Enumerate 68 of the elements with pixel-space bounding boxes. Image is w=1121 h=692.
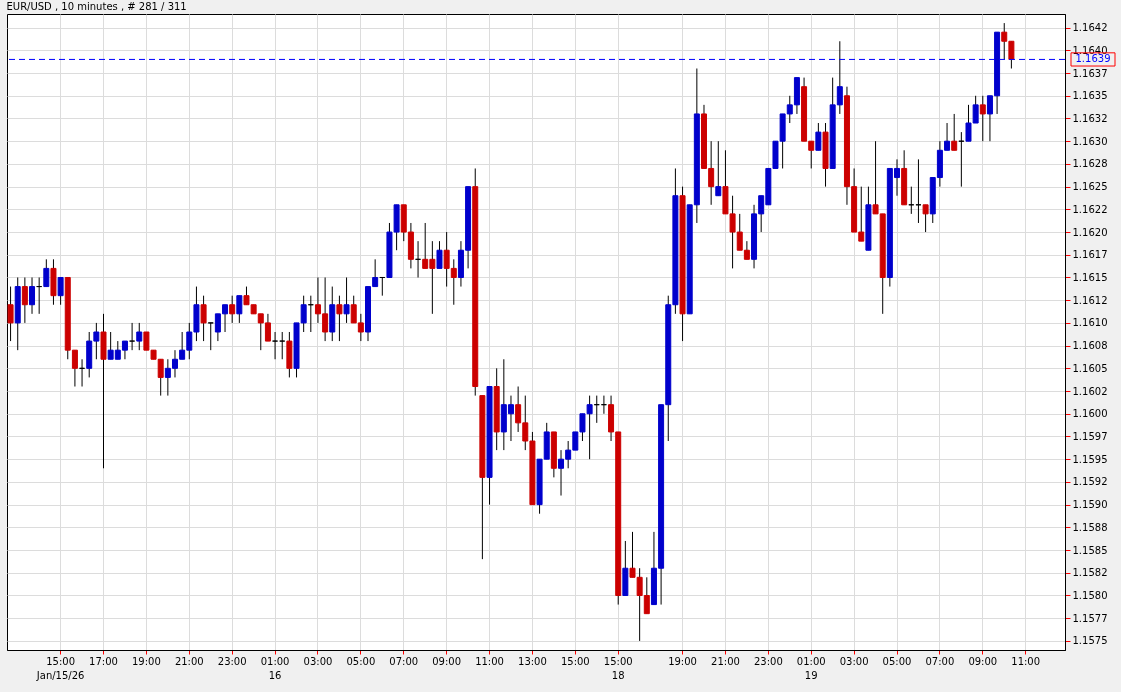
x-tick-label: 03:00 [303, 655, 333, 667]
y-tick-label: 1.1620 [1072, 226, 1108, 238]
x-tick-label: 03:00 [839, 655, 869, 667]
y-tick-label: 1.1600 [1072, 408, 1108, 420]
x-tick-label: 11:00 [475, 655, 504, 667]
y-tick-label: 1.1642 [1072, 22, 1108, 34]
y-tick-label: 1.1592 [1072, 476, 1108, 488]
y-tick-label: 1.1588 [1072, 521, 1108, 533]
x-tick-label: 07:00 [389, 655, 419, 667]
y-tick-label: 1.1595 [1072, 453, 1108, 465]
candlestick [207, 322, 214, 351]
candlestick [279, 331, 286, 360]
x-tick-label: 17:00 [89, 655, 118, 667]
y-tick-label: 1.1612 [1072, 294, 1108, 306]
candlestick [236, 295, 243, 324]
x-tick-label: 09:00 [432, 655, 462, 667]
candlestick [715, 140, 722, 197]
y-tick-label: 1.1625 [1072, 181, 1108, 193]
ref-line-label: 1.1639 [1075, 53, 1111, 65]
x-tick-label: 01:00 19 [796, 655, 826, 681]
candlestick [29, 276, 36, 315]
y-tick-label: 1.1635 [1072, 90, 1108, 102]
candlestick [336, 295, 343, 342]
y-tick-label: 1.1597 [1072, 430, 1108, 442]
y-tick-label: 1.1637 [1072, 67, 1108, 79]
y-tick-label: 1.1582 [1072, 567, 1108, 579]
candlestick [57, 276, 64, 306]
x-tick-label: 21:00 [174, 655, 204, 667]
y-tick-label: 1.1628 [1072, 158, 1108, 170]
candlestick [229, 295, 236, 324]
y-tick-label: 1.1608 [1072, 340, 1108, 352]
x-tick-label: 07:00 [925, 655, 955, 667]
candlestick [129, 322, 136, 351]
candlestick [436, 240, 443, 269]
candlestick [951, 113, 958, 151]
y-tick-label: 1.1577 [1072, 612, 1108, 624]
y-tick-label: 1.1575 [1072, 635, 1108, 647]
candlestick [343, 276, 350, 324]
chart-title: EUR/USD , 10 minutes , # 281 / 311 [6, 1, 187, 12]
y-tick-label: 1.1585 [1072, 544, 1108, 556]
x-tick-label: 01:00 16 [260, 655, 290, 681]
x-tick-label: 23:00 [217, 655, 247, 667]
y-tick-label: 1.1580 [1072, 589, 1108, 601]
x-tick-label: 23:00 [753, 655, 783, 667]
candlestick [21, 276, 28, 324]
x-tick-label: 21:00 [711, 655, 740, 667]
candlestick [815, 122, 822, 151]
x-tick-label: 15:00 18 [603, 655, 633, 681]
candlestick [979, 95, 986, 142]
x-tick-label: 19:00 [668, 655, 697, 667]
candlestick [272, 331, 279, 360]
y-tick-label: 1.1602 [1072, 385, 1108, 397]
y-tick-label: 1.1622 [1072, 203, 1108, 215]
y-tick-label: 1.1590 [1072, 499, 1108, 511]
y-tick-label: 1.1632 [1072, 112, 1108, 124]
y-tick-label: 1.1615 [1072, 271, 1108, 283]
x-tick-label: 15:00 Jan/15/26 [35, 655, 85, 681]
y-tick-label: 1.1617 [1072, 249, 1108, 261]
y-tick-label: 1.1630 [1072, 135, 1108, 147]
x-tick-label: 19:00 [131, 655, 161, 667]
x-tick-label: 09:00 [968, 655, 998, 667]
y-tick-label: 1.1610 [1072, 317, 1108, 329]
x-tick-label: 13:00 [518, 655, 547, 667]
y-tick-label: 1.1605 [1072, 362, 1108, 374]
x-tick-label: 11:00 [1011, 655, 1041, 667]
x-tick-label: 15:00 [560, 655, 590, 667]
x-tick-label: 05:00 [346, 655, 376, 667]
x-tick-label: 05:00 [882, 655, 912, 667]
